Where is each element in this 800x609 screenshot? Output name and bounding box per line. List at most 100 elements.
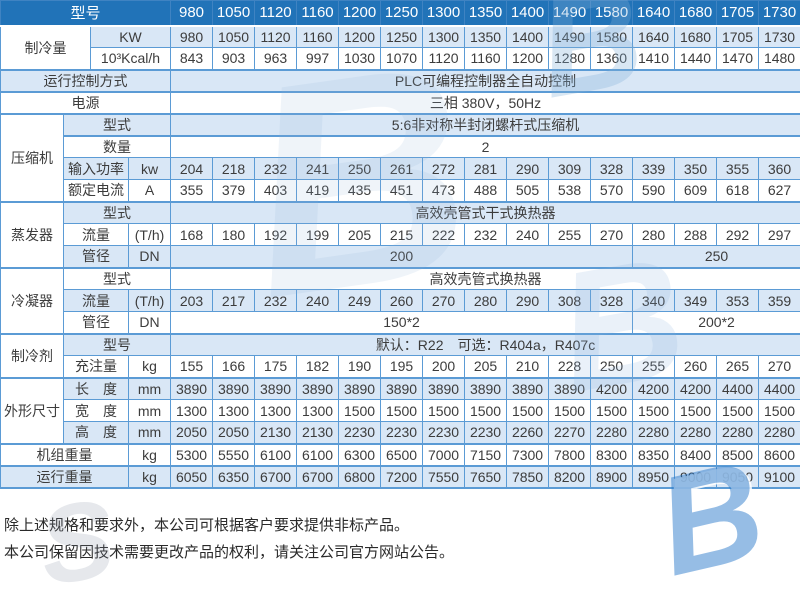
condenser-flow-value: 359 [759,290,800,312]
unit-weight-value: 8500 [717,444,759,466]
unit-weight-value: 6100 [255,444,297,466]
dimension-height-value: 2280 [675,422,717,444]
refrigerant-charge-value: 200 [423,356,465,378]
compressor-rated-current-value: 505 [507,180,549,202]
condenser-flow-value: 349 [675,290,717,312]
refrigerant-model-value: 默认：R22 可选：R404a，R407c [171,334,800,356]
compressor-input-power-value: 339 [633,158,675,180]
condenser-type-value: 高效壳管式换热器 [171,268,800,290]
cooling-kcal-value: 903 [213,48,255,70]
unit-weight-value: 8350 [633,444,675,466]
compressor-input-power-value: 261 [381,158,423,180]
condenser-flow-value: 340 [633,290,675,312]
dimension-height-value: 2230 [465,422,507,444]
evaporator-pipe-value: 250 [633,246,800,268]
cooling-kcal-value: 997 [297,48,339,70]
compressor-type-label: 型式 [64,114,171,136]
condenser-pipe-value: 200*2 [633,312,800,334]
evaporator-flow-value: 168 [171,224,213,246]
cooling-kw-label: 制冷量 [1,26,91,70]
cooling-kcal-value: 1030 [339,48,381,70]
unit-weight-value: 7300 [507,444,549,466]
dimension-length-value: 4200 [633,378,675,400]
condenser-pipe-label: DN [129,312,171,334]
refrigerant-charge-value: 155 [171,356,213,378]
running-weight-value: 9100 [759,466,800,488]
control-mode-label: 运行控制方式 [1,70,171,92]
dimension-height-label: 高 度 [64,422,129,444]
compressor-input-power-label: kw [129,158,171,180]
condenser-flow-value: 203 [171,290,213,312]
dimension-height-value: 2230 [381,422,423,444]
compressor-input-power-label: 输入功率 [64,158,129,180]
unit-weight-value: 6100 [297,444,339,466]
footer-note-line-1: 除上述规格和要求外，本公司可根据客户要求提供非标产品。 [4,512,796,539]
cooling-kcal-value: 1160 [465,48,507,70]
unit-weight-value: 7150 [465,444,507,466]
row-power-supply: 电源三相 380V，50Hz [1,92,800,114]
dimension-length-label: mm [129,378,171,400]
cooling-kcal-value: 1470 [717,48,759,70]
refrigerant-charge-value: 175 [255,356,297,378]
refrigerant-charge-value: 210 [507,356,549,378]
refrigerant-charge-value: 270 [759,356,800,378]
unit-weight-label: 机组重量 [1,444,129,466]
dimension-height-value: 2230 [339,422,381,444]
row-evaporator-type: 蒸发器型式高效壳管式干式换热器 [1,202,800,224]
dimension-length-value: 3890 [255,378,297,400]
condenser-flow-value: 240 [297,290,339,312]
compressor-input-power-value: 355 [717,158,759,180]
compressor-input-power-value: 218 [213,158,255,180]
compressor-input-power-value: 290 [507,158,549,180]
dimension-width-value: 1300 [213,400,255,422]
condenser-flow-value: 353 [717,290,759,312]
models-header-value: 1250 [381,1,423,26]
cooling-kw-value: 980 [171,26,213,48]
refrigerant-charge-value: 205 [465,356,507,378]
compressor-input-power-value: 232 [255,158,297,180]
unit-weight-value: 8600 [759,444,800,466]
refrigerant-charge-value: 265 [717,356,759,378]
power-supply-label: 电源 [1,92,171,114]
unit-weight-value: 8300 [591,444,633,466]
running-weight-value: 9000 [675,466,717,488]
evaporator-flow-label: (T/h) [129,224,171,246]
cooling-kw-value: 1400 [507,26,549,48]
dimension-width-value: 1500 [549,400,591,422]
dimension-width-value: 1500 [465,400,507,422]
compressor-input-power-value: 350 [675,158,717,180]
dimension-length-value: 3890 [465,378,507,400]
dimension-width-value: 1500 [759,400,800,422]
dimension-length-value: 3890 [297,378,339,400]
dimension-width-value: 1500 [675,400,717,422]
cooling-kw-value: 1680 [675,26,717,48]
dimension-width-value: 1300 [297,400,339,422]
compressor-rated-current-value: 627 [759,180,800,202]
cooling-kw-value: 1200 [339,26,381,48]
dimension-width-label: 宽 度 [64,400,129,422]
condenser-pipe-value: 150*2 [171,312,633,334]
evaporator-flow-value: 232 [465,224,507,246]
evaporator-type-value: 高效壳管式干式换热器 [171,202,800,224]
unit-weight-value: 5550 [213,444,255,466]
condenser-pipe-label: 管径 [64,312,129,334]
dimension-height-label: mm [129,422,171,444]
dimension-height-value: 2050 [213,422,255,444]
condenser-type-label: 冷凝器 [1,268,64,334]
dimension-length-label: 长 度 [64,378,129,400]
running-weight-value: 6700 [255,466,297,488]
condenser-flow-value: 217 [213,290,255,312]
compressor-input-power-value: 204 [171,158,213,180]
cooling-kcal-label: 10³Kcal/h [91,48,171,70]
